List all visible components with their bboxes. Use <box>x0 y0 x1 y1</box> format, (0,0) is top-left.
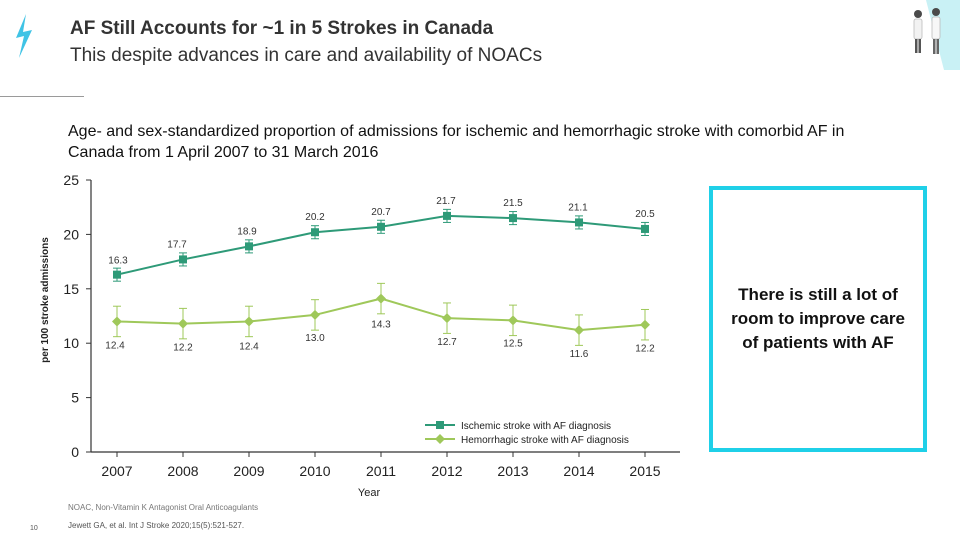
data-point <box>575 218 583 227</box>
data-label: 21.1 <box>568 202 588 213</box>
data-label: 17.7 <box>167 239 187 250</box>
data-point <box>442 313 452 324</box>
y-tick-label: 20 <box>63 226 79 242</box>
reference: Jewett GA, et al. Int J Stroke 2020;15(5… <box>68 521 245 530</box>
data-point <box>310 309 320 320</box>
page-title: AF Still Accounts for ~1 in 5 Strokes in… <box>70 18 494 39</box>
data-point <box>178 318 188 329</box>
x-tick-label: 2012 <box>431 463 462 479</box>
y-axis-label: per 100 stroke admissions <box>40 237 51 363</box>
data-label: 20.5 <box>635 209 655 220</box>
legend-item: Hemorrhagic stroke with AF diagnosis <box>425 434 629 446</box>
legend-label: Hemorrhagic stroke with AF diagnosis <box>461 435 629 446</box>
data-point <box>377 222 385 231</box>
data-label: 12.2 <box>173 343 193 354</box>
data-label: 12.4 <box>239 341 259 352</box>
data-label: 12.4 <box>105 340 125 351</box>
data-label: 20.7 <box>371 207 391 218</box>
data-label: 18.9 <box>237 226 257 237</box>
people-illustration <box>913 0 960 70</box>
data-point <box>311 228 319 237</box>
data-label: 13.0 <box>305 333 325 344</box>
title-divider <box>0 96 84 97</box>
data-point <box>179 255 187 264</box>
callout-text: There is still a lot of room to improve … <box>731 285 905 352</box>
x-tick-label: 2007 <box>101 463 132 479</box>
data-point <box>244 316 254 327</box>
y-tick-label: 0 <box>71 444 79 460</box>
legend-swatch-marker <box>436 421 444 429</box>
data-label: 20.2 <box>305 212 325 223</box>
brand-logo <box>16 14 32 58</box>
legend-item: Ischemic stroke with AF diagnosis <box>425 421 611 432</box>
data-point <box>509 214 517 223</box>
legend-label: Ischemic stroke with AF diagnosis <box>461 421 611 432</box>
data-label: 11.6 <box>570 349 589 360</box>
y-tick-label: 25 <box>63 172 79 188</box>
data-point <box>113 270 121 279</box>
data-point <box>376 293 386 304</box>
x-tick-label: 2009 <box>233 463 264 479</box>
data-point <box>574 325 584 336</box>
x-tick-label: 2011 <box>366 463 396 479</box>
y-tick-label: 15 <box>63 281 79 297</box>
series-hemorrhagic: 12.4 12.2 12.4 13.0 14.3 12.7 12.5 11.6 12.2 <box>105 282 655 360</box>
page-subtitle: This despite advances in care and availa… <box>70 45 543 66</box>
chart-title: Age- and sex-standardized proportion of … <box>68 123 845 161</box>
data-label: 14.3 <box>371 320 391 331</box>
callout-box: There is still a lot of room to improve … <box>709 186 927 452</box>
data-point <box>508 315 518 326</box>
data-label: 21.5 <box>503 198 523 209</box>
page-number: 10 <box>30 525 38 532</box>
data-label: 12.5 <box>503 338 523 349</box>
y-tick-label: 10 <box>63 335 79 351</box>
x-tick-label: 2008 <box>167 463 198 479</box>
data-point <box>640 319 650 330</box>
data-point <box>112 316 122 327</box>
data-point <box>443 211 451 220</box>
y-tick-label: 5 <box>71 390 79 406</box>
x-axis-label: Year <box>358 487 381 499</box>
data-point <box>245 242 253 251</box>
data-label: 16.3 <box>108 256 128 267</box>
x-tick-label: 2015 <box>629 463 660 479</box>
data-label: 12.2 <box>635 344 655 355</box>
x-tick-label: 2013 <box>497 463 528 479</box>
x-tick-label: 2010 <box>299 463 330 479</box>
data-label: 21.7 <box>436 196 456 207</box>
legend-swatch-marker <box>435 434 445 444</box>
series-ischemic: 16.3 17.7 18.9 20.2 20.7 21.7 21.5 21.1 20.5 <box>108 196 655 282</box>
data-label: 12.7 <box>437 337 457 348</box>
data-point <box>641 224 649 233</box>
x-tick-label: 2014 <box>563 463 594 479</box>
footnote: NOAC, Non-Vitamin K Antagonist Oral Anti… <box>68 503 259 512</box>
